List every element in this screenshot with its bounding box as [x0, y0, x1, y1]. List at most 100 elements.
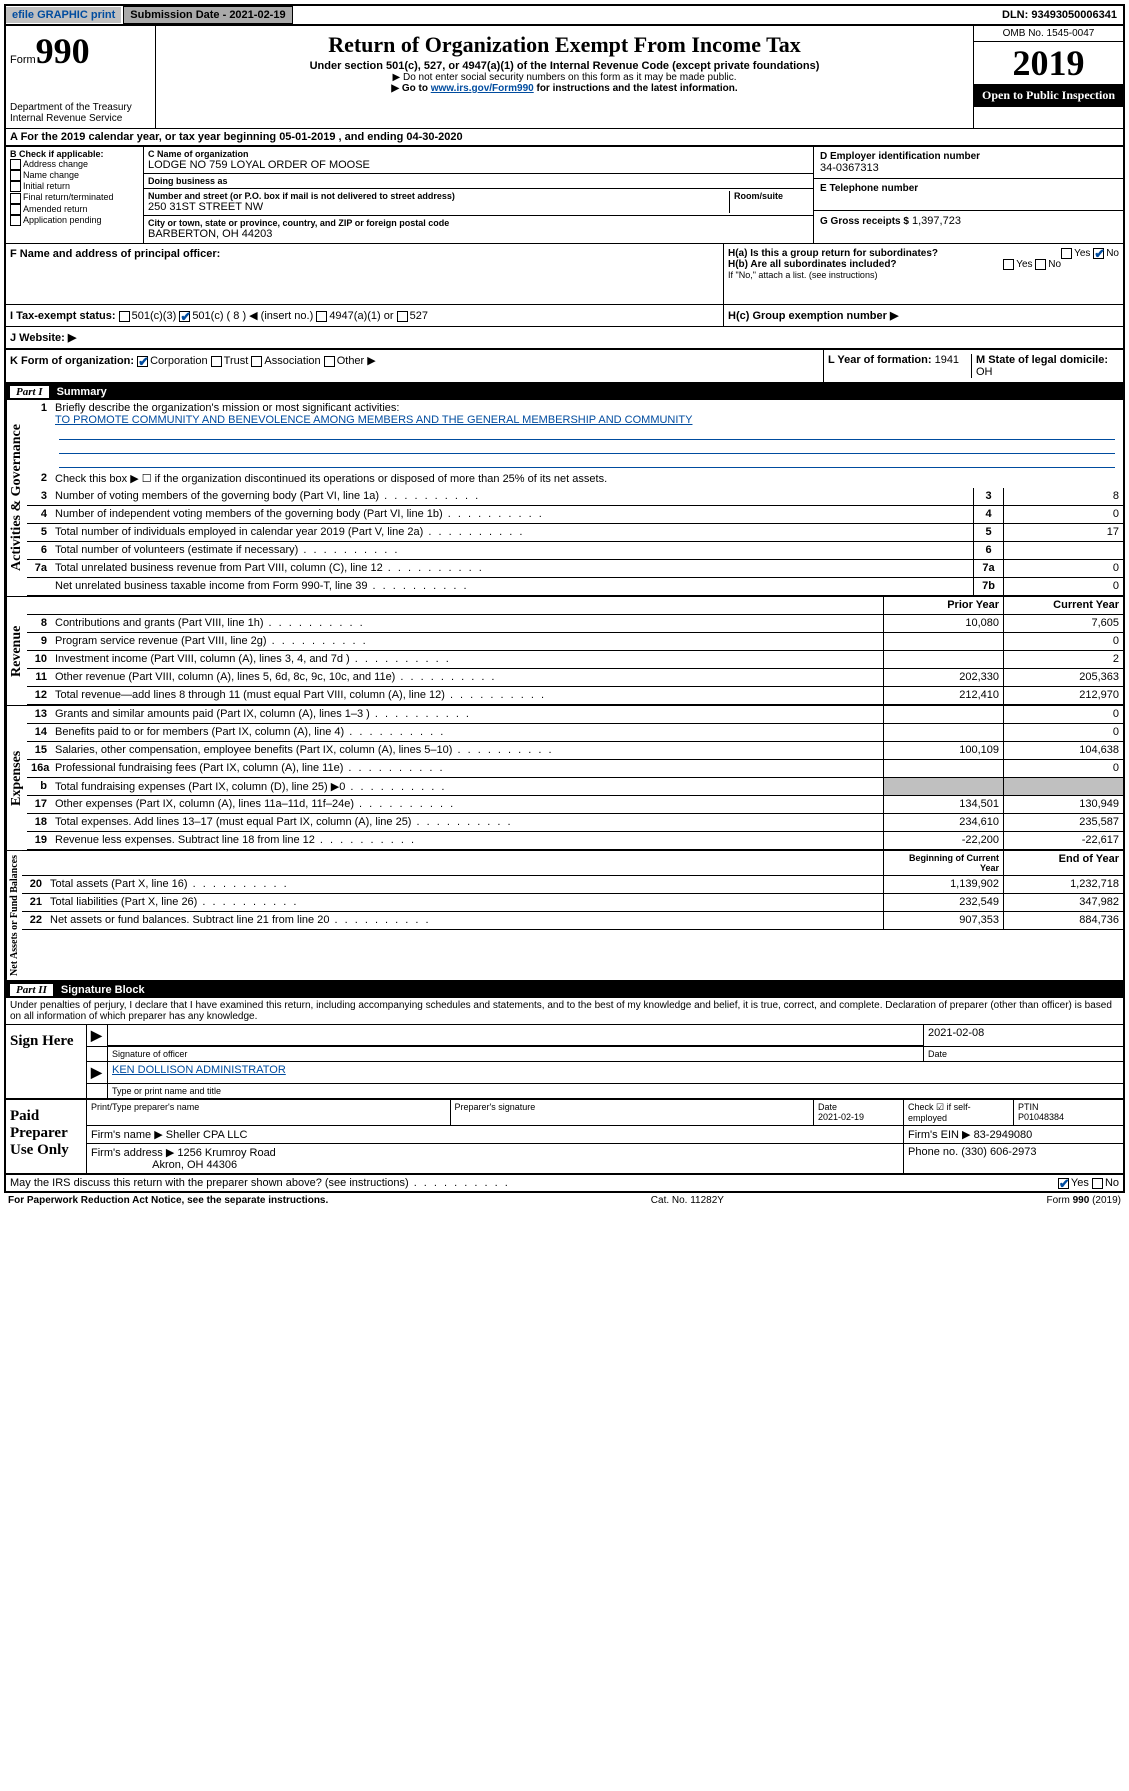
part-1-revenue: Revenue Prior Year Current Year 8Contrib… [4, 596, 1125, 705]
title-block: Return of Organization Exempt From Incom… [156, 26, 973, 128]
efile-link[interactable]: efile GRAPHIC print [6, 7, 121, 23]
opt-other[interactable]: Other ▶ [337, 355, 376, 367]
col-current-year: Current Year [1003, 597, 1123, 614]
ssn-note: ▶ Do not enter social security numbers o… [160, 72, 969, 83]
table-row: 18Total expenses. Add lines 13–17 (must … [27, 814, 1123, 832]
table-row: 15Salaries, other compensation, employee… [27, 742, 1123, 760]
h-a: H(a) Is this a group return for subordin… [728, 248, 1119, 259]
opt-corporation[interactable]: Corporation [150, 355, 207, 367]
table-row: 7aTotal unrelated business revenue from … [27, 560, 1123, 578]
dept-treasury: Department of the Treasury [10, 102, 151, 113]
goto-note: ▶ Go to www.irs.gov/Form990 for instruct… [160, 83, 969, 94]
footer-bar: For Paperwork Reduction Act Notice, see … [4, 1193, 1125, 1208]
cat-no: Cat. No. 11282Y [651, 1195, 724, 1206]
chk-initial-return[interactable]: Initial return [10, 181, 139, 192]
box-b: B Check if applicable: Address change Na… [6, 147, 144, 243]
line2: Check this box ▶ ☐ if the organization d… [51, 470, 1123, 488]
state-domicile-label: M State of legal domicile: [976, 354, 1108, 366]
table-row: 11Other revenue (Part VIII, column (A), … [27, 669, 1123, 687]
tax-exempt-label: I Tax-exempt status: [10, 310, 116, 322]
section-j: J Website: ▶ [4, 327, 1125, 350]
dln-label: DLN: 93493050006341 [996, 7, 1123, 23]
omb-number: OMB No. 1545-0047 [974, 26, 1123, 42]
sig-officer-label: Signature of officer [107, 1047, 923, 1061]
discuss-no[interactable]: No [1105, 1177, 1119, 1189]
firm-addr: 1256 Krumroy Road [177, 1147, 275, 1159]
perjury-statement: Under penalties of perjury, I declare th… [4, 998, 1125, 1024]
section-bcd: B Check if applicable: Address change Na… [4, 147, 1125, 244]
submission-date-button[interactable]: Submission Date - 2021-02-19 [123, 6, 292, 24]
org-name: LODGE NO 759 LOYAL ORDER OF MOOSE [148, 159, 809, 171]
line1-label: Briefly describe the organization's miss… [55, 402, 399, 414]
table-row: 9Program service revenue (Part VIII, lin… [27, 633, 1123, 651]
tax-year: 2019 [974, 42, 1123, 84]
address: 250 31ST STREET NW [148, 201, 729, 213]
state-domicile: OH [976, 366, 993, 378]
line1-mission: TO PROMOTE COMMUNITY AND BENEVOLENCE AMO… [55, 414, 692, 426]
chk-application-pending[interactable]: Application pending [10, 215, 139, 226]
firm-name-label: Firm's name ▶ [91, 1129, 163, 1141]
form990-link[interactable]: www.irs.gov/Form990 [431, 83, 534, 94]
opt-4947[interactable]: 4947(a)(1) or [329, 310, 393, 322]
opt-527[interactable]: 527 [410, 310, 428, 322]
table-row: 4Number of independent voting members of… [27, 506, 1123, 524]
opt-trust[interactable]: Trust [224, 355, 249, 367]
table-row: 12Total revenue—add lines 8 through 11 (… [27, 687, 1123, 705]
table-row: bTotal fundraising expenses (Part IX, co… [27, 778, 1123, 796]
section-fh: F Name and address of principal officer:… [4, 244, 1125, 305]
city-label: City or town, state or province, country… [148, 218, 809, 228]
table-row: 3Number of voting members of the governi… [27, 488, 1123, 506]
col-prior-year: Prior Year [883, 597, 1003, 614]
col-end-year: End of Year [1003, 851, 1123, 875]
ptin-label: PTIN [1018, 1102, 1039, 1112]
form-header: Form990 Department of the Treasury Inter… [4, 26, 1125, 128]
table-row: 20Total assets (Part X, line 16)1,139,90… [22, 876, 1123, 894]
firm-addr-label: Firm's address ▶ [91, 1147, 174, 1159]
discuss-yes[interactable]: Yes [1071, 1177, 1089, 1189]
form-number: 990 [36, 31, 90, 71]
period-row: A For the 2019 calendar year, or tax yea… [4, 128, 1125, 147]
box-f-label: F Name and address of principal officer: [10, 248, 719, 260]
firm-ein-label: Firm's EIN ▶ [908, 1129, 971, 1141]
gross-receipts-label: G Gross receipts $ [820, 216, 909, 227]
gross-receipts-value: 1,397,723 [912, 215, 961, 227]
firm-ein: 83-2949080 [974, 1129, 1033, 1141]
table-row: 5Total number of individuals employed in… [27, 524, 1123, 542]
top-bar: efile GRAPHIC print Submission Date - 20… [4, 4, 1125, 26]
prep-name-label: Print/Type preparer's name [87, 1100, 450, 1125]
sign-here-label: Sign Here [6, 1025, 86, 1098]
opt-association[interactable]: Association [264, 355, 320, 367]
part-1-netassets: Net Assets or Fund Balances Beginning of… [4, 850, 1125, 982]
form-subtitle: Under section 501(c), 527, or 4947(a)(1)… [160, 60, 969, 72]
side-netassets: Net Assets or Fund Balances [6, 851, 22, 980]
pra-notice: For Paperwork Reduction Act Notice, see … [8, 1195, 328, 1206]
self-employed-check[interactable]: Check ☑ if self-employed [903, 1100, 1013, 1125]
opt-501c[interactable]: 501(c) ( 8 ) ◀ (insert no.) [192, 310, 313, 322]
box-c: C Name of organization LODGE NO 759 LOYA… [144, 147, 813, 243]
type-name-label: Type or print name and title [107, 1084, 1123, 1098]
table-row: 13Grants and similar amounts paid (Part … [27, 706, 1123, 724]
box-deg: D Employer identification number 34-0367… [813, 147, 1123, 243]
chk-address-change[interactable]: Address change [10, 159, 139, 170]
prep-phone: (330) 606-2973 [961, 1146, 1036, 1158]
firm-name: Sheller CPA LLC [166, 1129, 248, 1141]
form-number-block: Form990 Department of the Treasury Inter… [6, 26, 156, 128]
chk-final-return[interactable]: Final return/terminated [10, 192, 139, 203]
table-row: 10Investment income (Part VIII, column (… [27, 651, 1123, 669]
discuss-row: May the IRS discuss this return with the… [4, 1175, 1125, 1193]
side-revenue: Revenue [6, 597, 27, 705]
open-to-public: Open to Public Inspection [974, 84, 1123, 107]
officer-name: KEN DOLLISON ADMINISTRATOR [112, 1064, 286, 1076]
year-formation: 1941 [935, 354, 959, 366]
table-row: 22Net assets or fund balances. Subtract … [22, 912, 1123, 930]
chk-amended-return[interactable]: Amended return [10, 204, 139, 215]
chk-name-change[interactable]: Name change [10, 170, 139, 181]
part-1-expenses: Expenses 13Grants and similar amounts pa… [4, 705, 1125, 850]
table-row: 21Total liabilities (Part X, line 26)232… [22, 894, 1123, 912]
year-formation-label: L Year of formation: [828, 354, 932, 366]
sign-here-block: Sign Here ▶ 2021-02-08 Signature of offi… [4, 1024, 1125, 1100]
sig-date: 2021-02-08 [928, 1027, 984, 1039]
table-row: 17Other expenses (Part IX, column (A), l… [27, 796, 1123, 814]
opt-501c3[interactable]: 501(c)(3) [132, 310, 177, 322]
prep-date: 2021-02-19 [818, 1112, 864, 1122]
